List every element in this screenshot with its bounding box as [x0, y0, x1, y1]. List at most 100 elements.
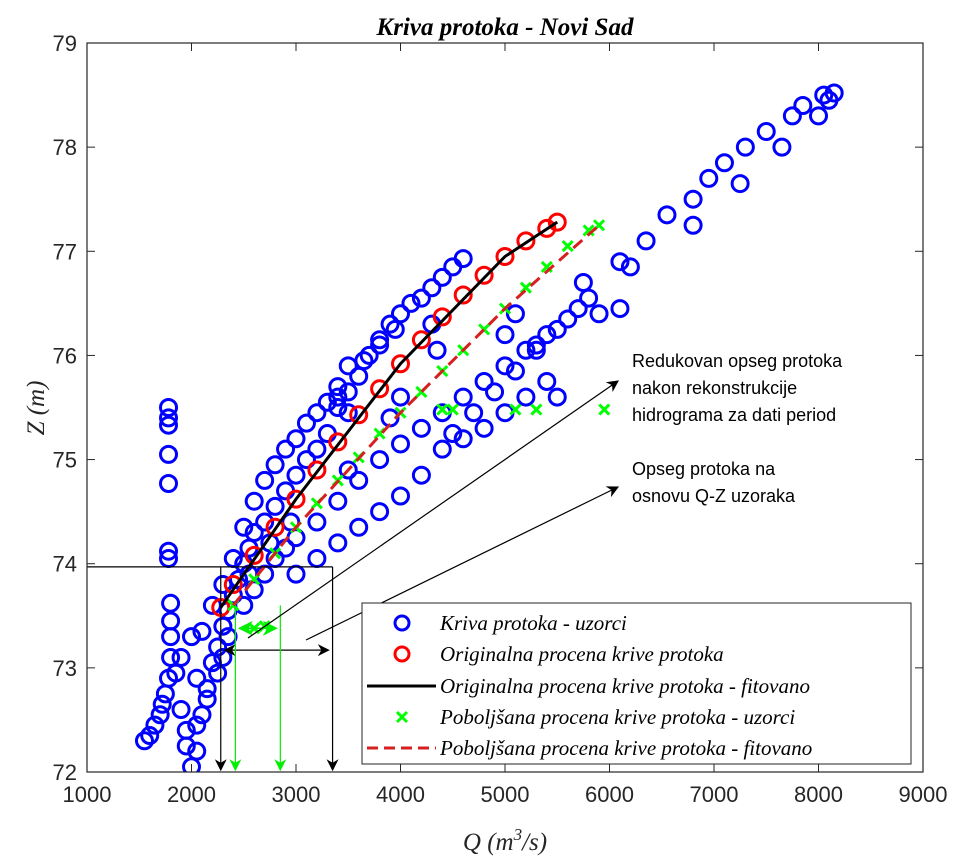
annotation-arrow-reduced — [247, 380, 619, 639]
data-point — [197, 679, 217, 699]
x-axis-label: Q (m3/s) — [463, 825, 547, 856]
data-point — [244, 522, 264, 542]
data-point — [610, 252, 630, 272]
data-point — [150, 705, 170, 725]
data-point — [161, 611, 181, 631]
data-point — [134, 731, 154, 751]
legend-label-improved-fit: Poboljšana procena krive protoka - fitov… — [439, 736, 812, 760]
data-point — [265, 496, 285, 516]
data-point — [286, 489, 306, 509]
data-point — [370, 379, 390, 399]
data-point — [411, 465, 431, 485]
data-point — [286, 465, 306, 485]
data-point — [699, 168, 719, 188]
data-point — [192, 621, 212, 641]
annotation-sample-line-1: Opseg protoka na — [632, 459, 776, 479]
legend-item-original-fit: Originalna procena krive protoka - fitov… — [367, 674, 810, 698]
data-point — [526, 335, 546, 355]
annotation-reduced-range: Redukovan opseg protoka nakon rekonstruk… — [632, 351, 843, 425]
x-tick-label: 7000 — [690, 782, 739, 807]
data-point — [391, 434, 410, 454]
x-tick-label: 2000 — [167, 782, 216, 807]
data-point — [436, 403, 449, 416]
data-point — [265, 517, 285, 537]
data-point — [474, 371, 494, 391]
data-point — [427, 340, 447, 360]
series-2 — [219, 220, 559, 609]
y-tick-label: 79 — [53, 31, 77, 56]
data-point — [213, 575, 233, 595]
data-point — [422, 278, 442, 298]
data-point — [730, 174, 750, 194]
data-point — [474, 418, 494, 438]
data-point — [772, 137, 792, 157]
data-point — [234, 517, 254, 537]
data-point — [453, 387, 473, 407]
legend-item-improved-fit: Poboljšana procena krive protoka - fitov… — [367, 736, 812, 760]
x-tick-label: 6000 — [585, 782, 634, 807]
data-point — [474, 265, 494, 285]
x-tick-label: 1000 — [63, 782, 112, 807]
data-point — [328, 387, 348, 407]
data-point — [401, 293, 421, 313]
x-tick-label: 4000 — [376, 782, 425, 807]
series-4 — [232, 224, 601, 607]
x-tick-label: 5000 — [481, 782, 530, 807]
x-axis-label-main: Q (m — [463, 829, 514, 856]
data-point — [296, 450, 316, 470]
data-point — [349, 470, 369, 490]
data-point — [589, 304, 609, 324]
legend: Kriva protoka - uzorci Originalna procen… — [361, 602, 912, 765]
data-point — [516, 387, 536, 407]
data-point — [145, 715, 165, 735]
data-point — [370, 502, 390, 522]
data-point — [159, 415, 179, 435]
data-point — [714, 153, 734, 173]
data-point — [793, 95, 813, 115]
data-point — [354, 351, 374, 371]
legend-label-samples: Kriva protoka - uzorci — [439, 611, 627, 635]
data-point — [213, 647, 233, 667]
data-point — [526, 340, 546, 360]
data-point — [598, 403, 611, 416]
data-point — [159, 398, 179, 417]
data-point — [244, 491, 264, 511]
data-point — [187, 715, 207, 735]
legend-item-original: Originalna procena krive protoka — [393, 642, 724, 666]
data-point — [573, 273, 593, 293]
data-point — [516, 231, 536, 251]
data-point — [244, 545, 264, 565]
data-point — [265, 455, 285, 475]
data-point — [328, 432, 348, 452]
legend-label-original: Originalna procena krive protoka — [440, 642, 724, 666]
data-point — [683, 189, 703, 209]
data-point — [824, 83, 844, 103]
legend-item-samples: Kriva protoka - uzorci — [393, 611, 627, 635]
y-tick-label: 78 — [53, 135, 77, 160]
data-point — [505, 361, 525, 381]
data-point — [432, 439, 452, 459]
annotation-sample-range: Opseg protoka na osnovu Q-Z uzoraka — [632, 459, 796, 506]
data-point — [328, 491, 348, 511]
data-point — [809, 106, 828, 126]
data-point — [176, 736, 196, 756]
legend-swatch-improved — [395, 710, 409, 724]
chart-title: Kriva protoka - Novi Sad — [376, 14, 634, 41]
data-point — [495, 325, 515, 345]
data-point — [380, 314, 400, 334]
data-point — [328, 398, 348, 417]
y-tick-label: 76 — [53, 343, 77, 368]
legend-label-improved: Poboljšana procena krive protoka - uzorc… — [439, 705, 795, 729]
data-point — [349, 517, 369, 537]
data-point — [391, 387, 410, 407]
data-point — [446, 403, 459, 416]
annotation-sample-line-2: osnovu Q-Z uzoraka — [632, 486, 796, 506]
data-layer — [134, 83, 844, 772]
data-point — [276, 439, 296, 459]
legend-item-improved: Poboljšana procena krive protoka - uzorc… — [395, 705, 795, 729]
data-point — [610, 299, 630, 319]
data-point — [453, 249, 473, 269]
data-point — [561, 240, 574, 253]
data-point — [286, 429, 306, 449]
data-point — [338, 403, 358, 423]
